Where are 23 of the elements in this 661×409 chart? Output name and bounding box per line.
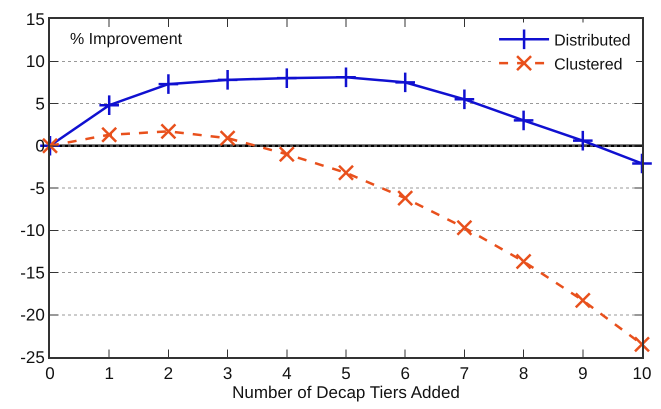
- y-tick-label: -25: [20, 348, 45, 367]
- y-tick-label: -10: [20, 221, 45, 240]
- annotation: % Improvement: [70, 31, 183, 48]
- x-tick-label: 4: [282, 364, 292, 384]
- legend-label: Clustered: [554, 56, 623, 74]
- y-tick-label: 5: [35, 94, 45, 114]
- x-tick-label: 6: [400, 364, 410, 384]
- x-tick-label: 9: [578, 364, 588, 384]
- y-tick-label: -20: [20, 306, 45, 325]
- y-tick-label: 0: [35, 136, 45, 156]
- y-tick-label: 10: [26, 52, 45, 72]
- x-tick-label: 7: [460, 364, 470, 384]
- x-axis-title: Number of Decap Tiers Added: [232, 383, 460, 402]
- x-tick-label: 2: [164, 364, 174, 384]
- x-tick-label: 10: [632, 364, 652, 384]
- x-tick-label: 3: [222, 364, 232, 384]
- y-tick-label: 15: [26, 10, 45, 29]
- y-tick-label: -15: [20, 263, 45, 282]
- x-tick-label: 5: [341, 364, 351, 384]
- legend-label: Distributed: [554, 32, 631, 50]
- x-tick-label: 8: [518, 364, 528, 384]
- x-tick-label: 1: [104, 364, 114, 384]
- y-tick-label: -5: [30, 178, 45, 198]
